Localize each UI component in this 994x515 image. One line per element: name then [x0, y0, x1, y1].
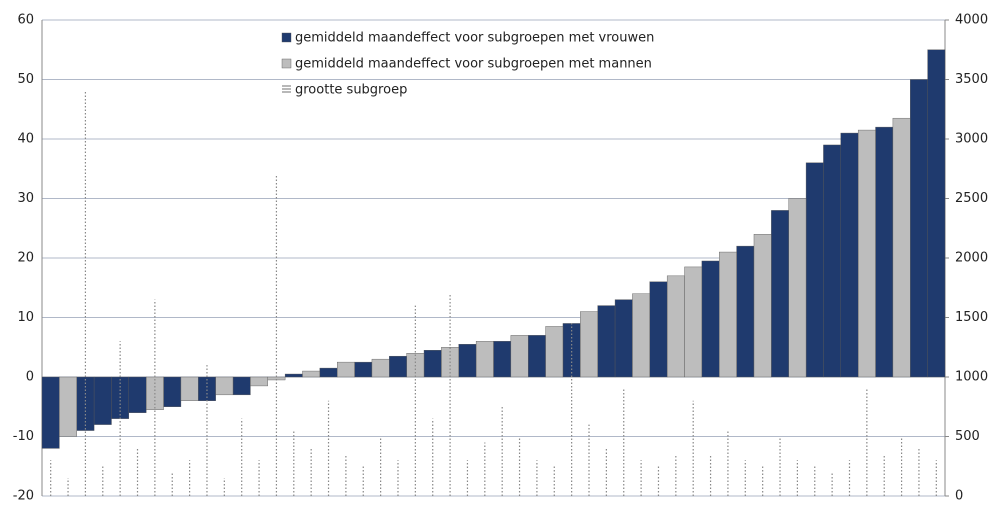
bar	[423, 350, 442, 378]
y2-tick-label: 4000	[955, 13, 988, 28]
bar	[840, 132, 859, 378]
bar	[736, 245, 755, 378]
y-tick-label: 20	[17, 251, 34, 266]
bar	[475, 341, 494, 378]
bar	[649, 281, 668, 378]
bar	[580, 311, 598, 378]
bar	[805, 162, 824, 378]
legend-marker	[281, 58, 292, 69]
bar	[666, 275, 685, 378]
y2-tick-label: 1000	[955, 370, 988, 385]
bar	[284, 373, 303, 378]
bar	[719, 251, 737, 378]
bar	[632, 293, 650, 378]
legend-label: gemiddeld maandeffect voor subgroepen me…	[295, 31, 654, 46]
y-tick-label: 60	[17, 13, 34, 28]
bar	[41, 376, 60, 449]
bar	[337, 361, 355, 378]
bar	[684, 266, 703, 378]
bar	[510, 335, 529, 378]
bar	[528, 335, 546, 378]
bar	[701, 260, 720, 378]
y-tick-label: 10	[17, 310, 34, 325]
bar	[753, 233, 772, 378]
bar	[389, 355, 407, 378]
bar	[163, 376, 182, 407]
bar	[250, 376, 268, 387]
bar	[823, 144, 842, 378]
y-tick-label: 30	[17, 191, 34, 206]
y-tick-label: -10	[13, 429, 34, 444]
bar	[614, 299, 633, 378]
bar	[319, 367, 338, 378]
y2-tick-label: 0	[955, 489, 963, 504]
y2-tick-label: 1500	[955, 310, 988, 325]
bar	[93, 376, 112, 425]
bar	[892, 117, 911, 378]
legend-label: grootte subgroep	[295, 83, 407, 98]
bar	[597, 305, 616, 378]
bar	[493, 341, 512, 378]
bar	[232, 376, 251, 396]
bar	[371, 358, 390, 378]
bar	[302, 370, 321, 378]
bar	[927, 49, 946, 378]
bar	[354, 361, 373, 378]
y-tick-label: 40	[17, 132, 34, 147]
y-tick-label: 0	[26, 370, 34, 385]
y2-tick-label: 3500	[955, 72, 988, 87]
y2-tick-label: 2500	[955, 191, 988, 206]
legend-label: gemiddeld maandeffect voor subgroepen me…	[295, 57, 652, 72]
bar	[180, 376, 199, 401]
bar	[215, 376, 234, 396]
y-tick-label: 50	[17, 72, 34, 87]
y2-tick-label: 3000	[955, 132, 988, 147]
y-tick-label: -20	[13, 489, 34, 504]
y2-tick-label: 2000	[955, 251, 988, 266]
bar	[910, 79, 928, 378]
bar	[771, 210, 789, 378]
legend-marker	[281, 32, 292, 43]
bar	[545, 326, 564, 378]
bar	[875, 126, 894, 378]
y2-tick-label: 500	[955, 429, 980, 444]
bar	[128, 376, 147, 413]
bar	[857, 129, 876, 378]
bar	[788, 198, 807, 378]
bar	[59, 376, 77, 437]
bar	[458, 344, 477, 378]
